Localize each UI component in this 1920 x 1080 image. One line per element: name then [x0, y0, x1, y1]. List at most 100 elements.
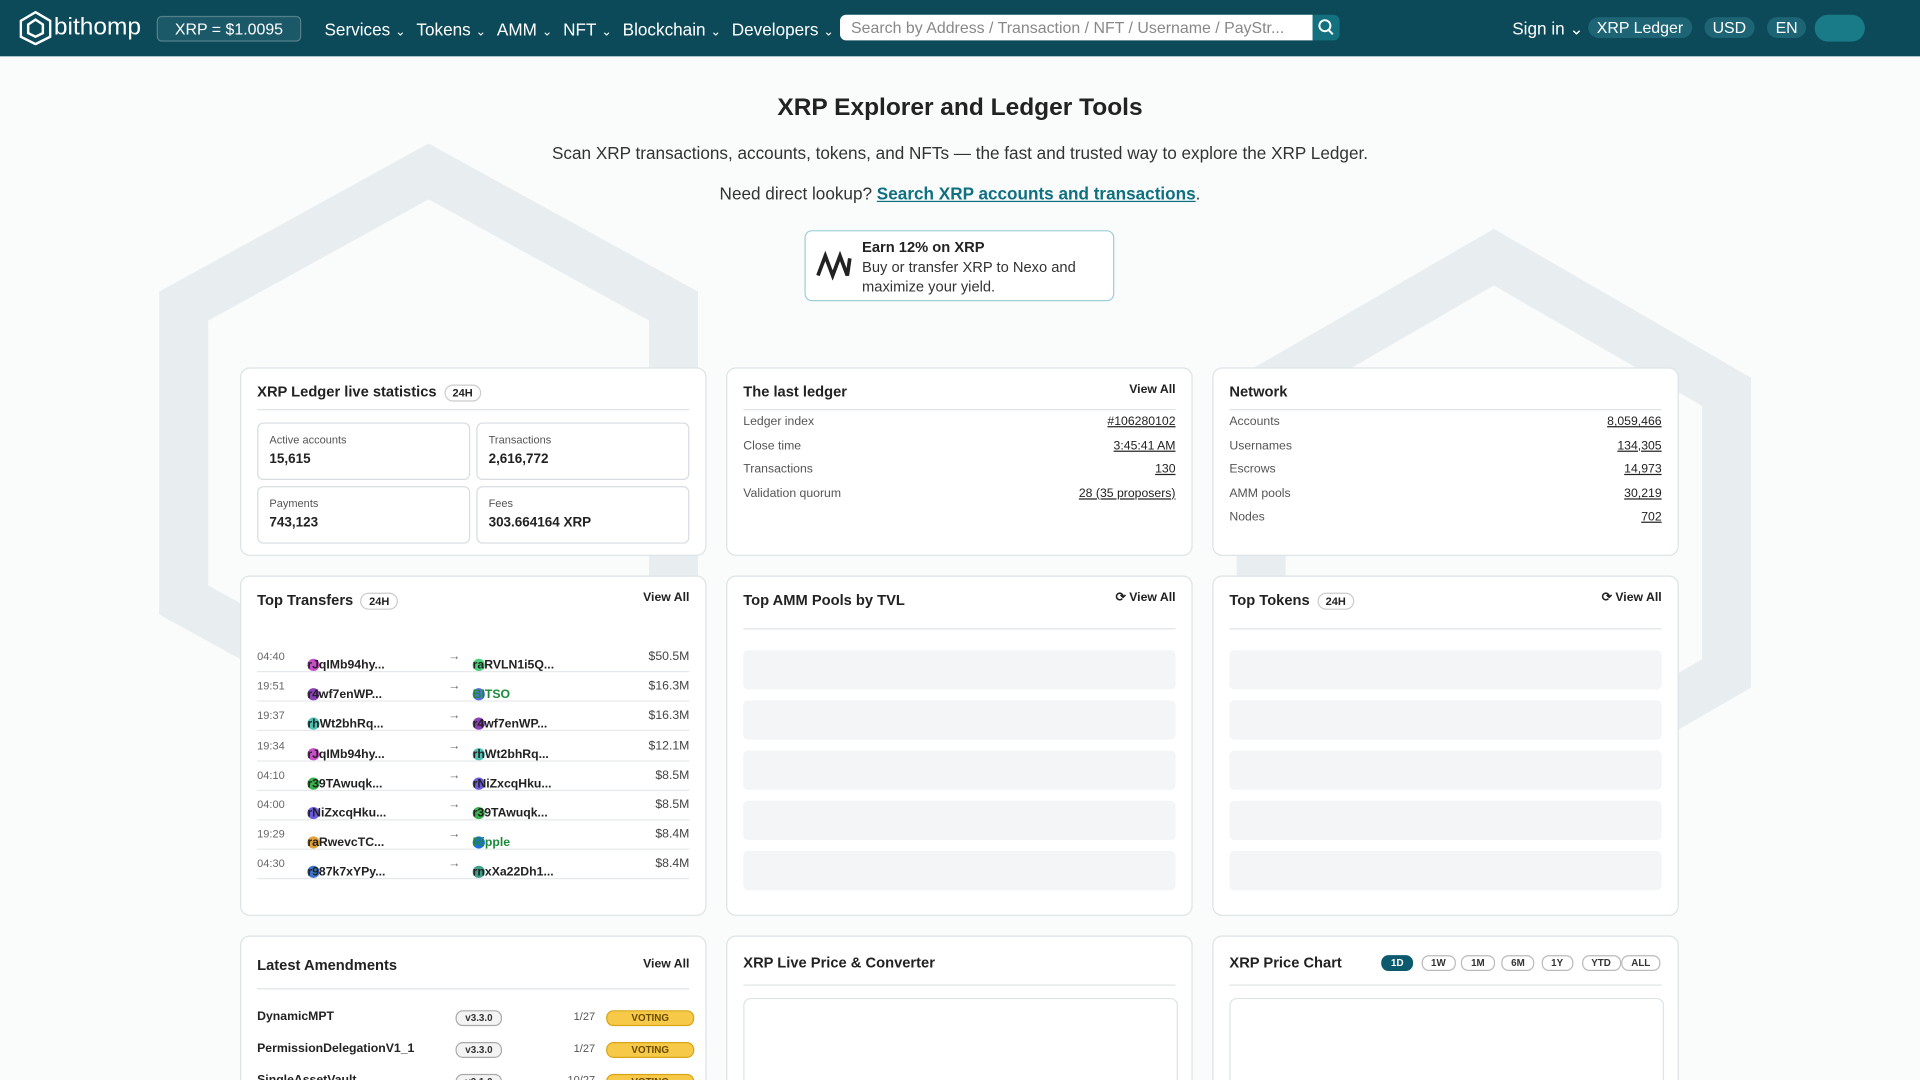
- nav-text: Blockchain: [622, 19, 706, 40]
- info-row: Nodes 702: [1229, 511, 1661, 524]
- avatar: [307, 777, 320, 790]
- loading-placeholder: [1229, 851, 1662, 891]
- live-stats-card: XRP Ledger live statistics 24H Active acc…: [240, 367, 707, 556]
- info-row: AMM pools 30,219: [1229, 487, 1661, 500]
- range-button[interactable]: 1W: [1421, 955, 1456, 972]
- header-pill[interactable]: XRP Ledger: [1588, 17, 1692, 38]
- nav-item[interactable]: NFT ⌄: [563, 20, 612, 40]
- avatar: [472, 866, 485, 879]
- header-pill[interactable]: USD: [1703, 17, 1755, 38]
- info-value[interactable]: 14,973: [1624, 463, 1662, 477]
- network-card: Network Accounts 8,059,466 Usernames 134,30…: [1212, 367, 1679, 556]
- info-value[interactable]: 28 (35 proposers): [1078, 487, 1176, 501]
- info-row: Validation quorum 28 (35 proposers): [743, 487, 1175, 500]
- info-value[interactable]: 8,059,466: [1607, 415, 1662, 429]
- search-button[interactable]: [1312, 14, 1340, 41]
- stat-box: Fees 303.664164 XRP: [476, 486, 690, 544]
- transfer-time: 04:10: [257, 768, 285, 781]
- logo[interactable]: bithomp: [53, 13, 142, 41]
- nav-item[interactable]: Tokens ⌄: [416, 20, 485, 40]
- view-all[interactable]: ⟳ View All: [1115, 591, 1176, 605]
- info-value[interactable]: 702: [1641, 511, 1662, 525]
- loading-placeholder: [743, 800, 1176, 841]
- status: VOTING: [606, 1010, 695, 1027]
- address: BITSO: [472, 688, 511, 702]
- info-label: AMM pools: [1229, 487, 1291, 501]
- info-row: Close time 3:45:41 AM: [743, 439, 1175, 452]
- transfer-amount: $12.1M: [648, 739, 690, 753]
- votes: 1/27: [573, 1010, 596, 1023]
- info-value[interactable]: 3:45:41 AM: [1113, 439, 1176, 453]
- range-button[interactable]: 1Y: [1541, 955, 1573, 972]
- arrow: →: [448, 827, 461, 842]
- promo-title: Earn 12% on XRP: [862, 238, 985, 256]
- divider: [1229, 408, 1662, 411]
- badge: 24H: [443, 384, 482, 402]
- range-button[interactable]: YTD: [1581, 955, 1621, 972]
- avatar: [307, 866, 320, 879]
- amendment-name[interactable]: DynamicMPT: [257, 1010, 335, 1024]
- address: rhWt2bhRq...: [472, 747, 549, 762]
- view-all[interactable]: View All: [643, 957, 690, 972]
- transfer-time: 19:37: [257, 709, 285, 722]
- stat-label: Fees: [488, 497, 514, 510]
- range-button[interactable]: 6M: [1501, 955, 1535, 972]
- card-title: Top Tokens 24H: [1229, 591, 1355, 610]
- info-label: Nodes: [1229, 511, 1265, 525]
- loading-placeholder: [743, 851, 1176, 891]
- theme-toggle[interactable]: [1814, 14, 1865, 42]
- amendment-name[interactable]: PermissionDelegationV1_1: [257, 1042, 415, 1056]
- nav-text: Services: [324, 19, 391, 40]
- search-input[interactable]: Search by Address / Transaction / NFT / …: [840, 14, 1313, 41]
- loading-placeholder: [743, 650, 1176, 690]
- address: r4wf7enWP...: [307, 688, 382, 702]
- lookup-suffix: .: [1195, 183, 1201, 204]
- avatar: [307, 806, 320, 820]
- address: r39TAwuqk...: [307, 777, 383, 791]
- view-all[interactable]: View All: [1129, 383, 1176, 397]
- header-pill[interactable]: EN: [1766, 17, 1807, 38]
- info-value[interactable]: 134,305: [1617, 439, 1662, 453]
- info-value[interactable]: #106280102: [1107, 415, 1176, 429]
- transfer-time: 19:51: [257, 679, 285, 693]
- card-title: Network: [1229, 383, 1288, 401]
- info-value[interactable]: 30,219: [1624, 487, 1662, 501]
- hero-title: XRP Explorer and Ledger Tools: [777, 94, 1143, 122]
- stat-value: 303.664164 XRP: [488, 515, 592, 531]
- avatar: [307, 836, 320, 849]
- transfer-amount: $8.4M: [655, 857, 690, 872]
- arrow: →: [448, 650, 461, 664]
- range-button[interactable]: ALL: [1621, 955, 1661, 972]
- status: VOTING: [606, 1042, 695, 1058]
- transfer-time: 04:40: [257, 650, 285, 663]
- converter-card: XRP Live Price & Converter: [726, 935, 1193, 1080]
- arrow: →: [448, 798, 461, 812]
- nav-item[interactable]: Services ⌄: [324, 20, 405, 40]
- card-title: XRP Price Chart: [1229, 953, 1342, 972]
- view-all[interactable]: ⟳ View All: [1601, 591, 1662, 605]
- amendment-row: PermissionDelegationV1_1 v3.3.0 1/27 VOTING: [257, 1042, 695, 1058]
- amendment-name[interactable]: SingleAssetVault: [257, 1074, 356, 1080]
- sign-in[interactable]: Sign in ⌄: [1512, 18, 1584, 38]
- address: raRwevcTC...: [307, 836, 385, 851]
- lookup-link[interactable]: Search XRP accounts and transactions: [876, 183, 1196, 204]
- nav-item[interactable]: Developers ⌄: [732, 20, 834, 40]
- address: raRVLN1i5Q...: [472, 658, 555, 673]
- promo[interactable]: Earn 12% on XRP Buy or transfer XRP to N…: [804, 230, 1115, 302]
- avatar: [472, 718, 485, 731]
- nav-item[interactable]: Blockchain ⌄: [623, 20, 721, 40]
- view-all[interactable]: View All: [643, 591, 690, 605]
- badge: 24H: [360, 592, 398, 610]
- info-value[interactable]: 130: [1155, 463, 1176, 477]
- address: rNiZxcqHku...: [472, 777, 552, 791]
- address: rJqIMb94hy...: [307, 747, 385, 762]
- info-label: Close time: [743, 439, 802, 453]
- nexo-logo: [816, 251, 852, 281]
- range-button[interactable]: 1D: [1381, 955, 1414, 972]
- transfer-amount: $8.5M: [655, 798, 690, 812]
- range-button[interactable]: 1M: [1461, 955, 1495, 972]
- loading-placeholder: [743, 750, 1176, 790]
- info-row: Transactions 130: [743, 463, 1175, 476]
- nav-item[interactable]: AMM ⌄: [497, 20, 552, 40]
- chevron: ⌄: [601, 25, 612, 40]
